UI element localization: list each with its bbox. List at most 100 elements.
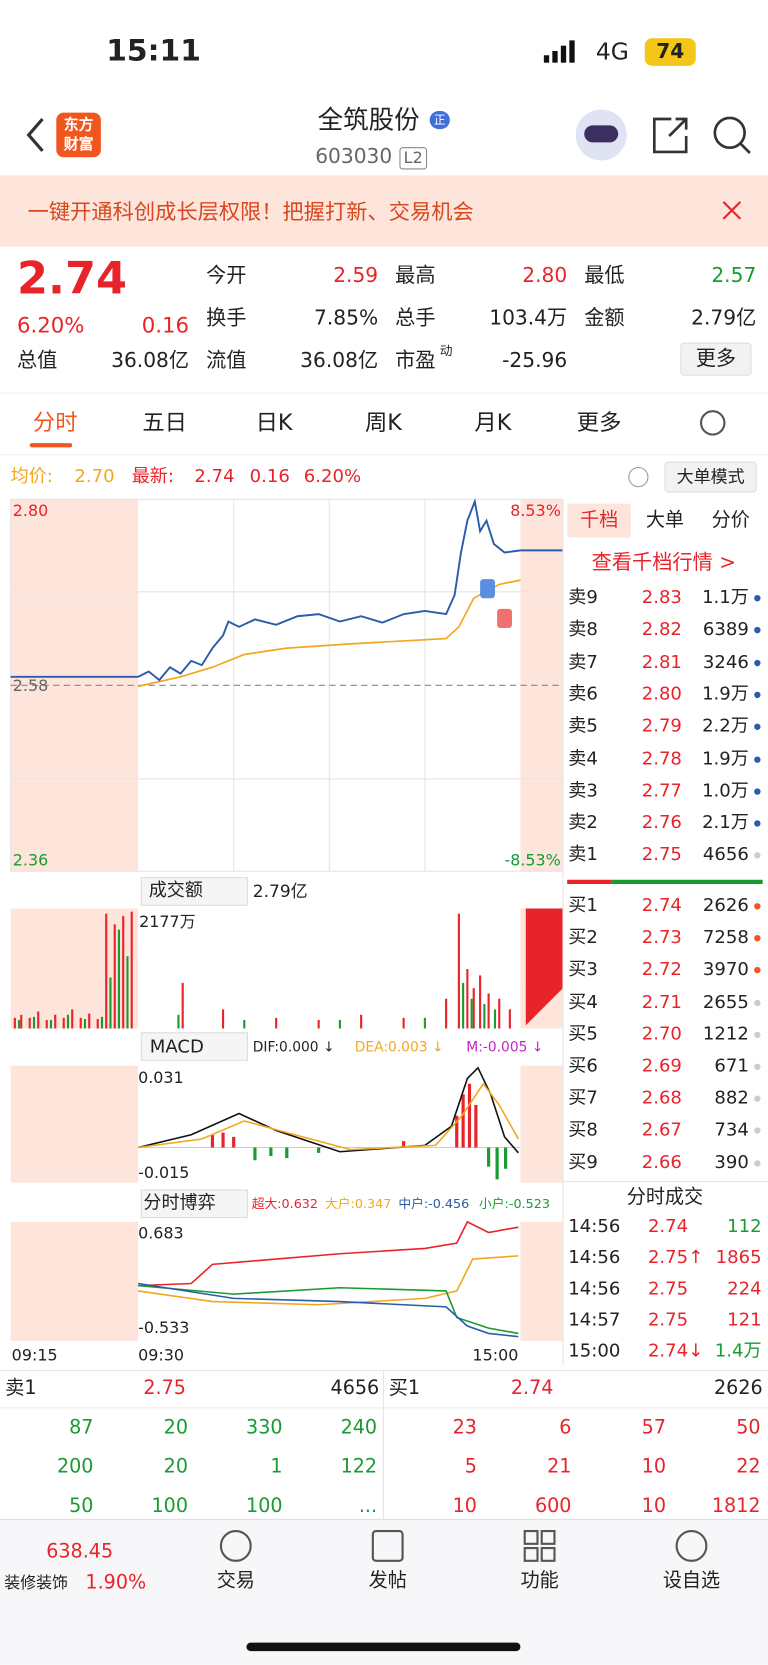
share-icon[interactable]: [652, 117, 688, 154]
close-icon[interactable]: [722, 201, 742, 220]
dif-value: DIF:0.000 ↓: [252, 1039, 335, 1056]
depth-volume: 2626: [713, 1377, 763, 1400]
battery-level: 74: [656, 39, 685, 64]
flow-selector[interactable]: [140, 1189, 249, 1219]
back-icon[interactable]: [26, 117, 44, 152]
book-label: 卖6: [568, 683, 598, 705]
book-price: 2.67: [641, 1119, 682, 1142]
indicator-selector[interactable]: 分时博弈: [143, 1192, 216, 1214]
book-label: 买2: [568, 927, 598, 949]
more-button[interactable]: [680, 342, 752, 376]
price-line: [10, 497, 563, 682]
settings-icon[interactable]: [699, 410, 726, 436]
order-size: 600: [534, 1494, 572, 1518]
book-volume: 2.1万: [702, 812, 749, 834]
indicator-selector[interactable]: MACD: [149, 1036, 204, 1058]
book-dot: [754, 852, 761, 859]
volume-selector[interactable]: [140, 877, 249, 906]
book-dot: [754, 627, 761, 634]
order-size: 200: [56, 1455, 94, 1478]
book-volume: 7258: [702, 927, 749, 949]
nav-item[interactable]: 设自选: [662, 1569, 721, 1592]
stat-value: 36.08亿: [300, 349, 379, 373]
volume-total: 2.79亿: [252, 880, 308, 901]
trade-time: 14:56: [568, 1216, 621, 1238]
book-price: 2.81: [641, 651, 682, 673]
sector-name[interactable]: 装修装饰: [4, 1573, 68, 1593]
stat-label: 最低: [584, 264, 625, 288]
y-label-pct: 8.53%: [510, 500, 561, 521]
help-icon[interactable]: [628, 466, 649, 488]
last-label: 最新:: [131, 465, 174, 488]
trade-icon[interactable]: [219, 1530, 252, 1562]
stat-value: 2.57: [711, 264, 757, 288]
mode-button[interactable]: [664, 461, 757, 493]
flow-shade: [10, 1221, 139, 1341]
indicator-selector[interactable]: 成交额: [148, 880, 203, 902]
trades-title[interactable]: 分时成交: [626, 1185, 704, 1209]
book-label: 卖4: [568, 748, 598, 770]
depth-price: 2.75: [143, 1377, 186, 1400]
tab[interactable]: 五日: [142, 409, 187, 436]
book-label: 卖9: [568, 587, 598, 609]
nav-item[interactable]: 交易: [216, 1569, 255, 1592]
tab-indicator: [29, 443, 73, 448]
order-size: 1812: [711, 1494, 761, 1518]
book-tab[interactable]: 分价: [711, 508, 750, 532]
tab[interactable]: 更多: [576, 409, 622, 436]
book-price: 2.82: [641, 619, 682, 641]
more-button[interactable]: 更多: [695, 346, 737, 371]
trade-price: 2.75↑: [647, 1247, 704, 1269]
book-label: 卖2: [568, 812, 598, 834]
trade-price: 2.74: [647, 1216, 689, 1238]
book-volume: 3970: [702, 959, 749, 981]
buy-marker: [497, 608, 512, 628]
book-label: 买3: [568, 959, 598, 981]
book-price: 2.69: [641, 1055, 682, 1077]
tab[interactable]: 分时: [32, 409, 78, 436]
trade-time: 15:00: [568, 1340, 621, 1362]
last-pct: 6.20%: [303, 465, 362, 488]
nav-item[interactable]: 功能: [520, 1569, 559, 1592]
order-size: 21: [547, 1455, 572, 1478]
small-line: [137, 1282, 519, 1338]
book-tab[interactable]: 大单: [645, 508, 685, 532]
book-dot: [754, 903, 761, 910]
book-tab[interactable]: 千档: [579, 508, 619, 532]
trade-volume: 1.4万: [714, 1340, 762, 1362]
depth-volume: 4656: [330, 1377, 380, 1400]
post-icon[interactable]: [371, 1530, 404, 1562]
macd-selector[interactable]: [140, 1032, 249, 1061]
mode-button[interactable]: 大单模式: [676, 466, 745, 487]
dif-line: [137, 1066, 519, 1154]
book-volume: 2655: [702, 991, 749, 1013]
depth-label: 卖1: [5, 1377, 37, 1400]
sector-index[interactable]: 638.45: [46, 1540, 114, 1563]
book-volume: 1.9万: [702, 748, 749, 770]
volume-max: 2177万: [139, 912, 196, 932]
super-line: [138, 1220, 519, 1287]
tab[interactable]: 日K: [255, 409, 293, 436]
function-icon[interactable]: [523, 1530, 556, 1562]
depth-label: 买1: [388, 1377, 421, 1400]
tab[interactable]: 周K: [364, 409, 402, 436]
book-dot: [754, 1095, 761, 1103]
book-dot: [754, 1063, 761, 1070]
book-price: 2.74: [641, 895, 682, 917]
book-dot: [754, 755, 761, 763]
book-label: 买7: [568, 1087, 598, 1109]
book-volume: 1.9万: [702, 683, 749, 705]
sector-pct[interactable]: 1.90%: [85, 1571, 147, 1594]
nav-item[interactable]: 发帖: [368, 1569, 407, 1592]
watch-icon[interactable]: [675, 1530, 708, 1562]
banner-text[interactable]: 一键开通科创成长层权限！把握打新、交易机会: [27, 198, 474, 225]
volume-shade: [10, 908, 139, 1029]
m-value: M:-0.005 ↓: [466, 1039, 544, 1056]
book-link[interactable]: 查看千档行情 >: [591, 550, 737, 575]
book-tab-active[interactable]: [567, 503, 631, 538]
order-size: 100: [151, 1494, 189, 1518]
search-icon[interactable]: [713, 116, 746, 150]
tab[interactable]: 月K: [474, 409, 512, 436]
price: 2.74: [16, 251, 128, 304]
